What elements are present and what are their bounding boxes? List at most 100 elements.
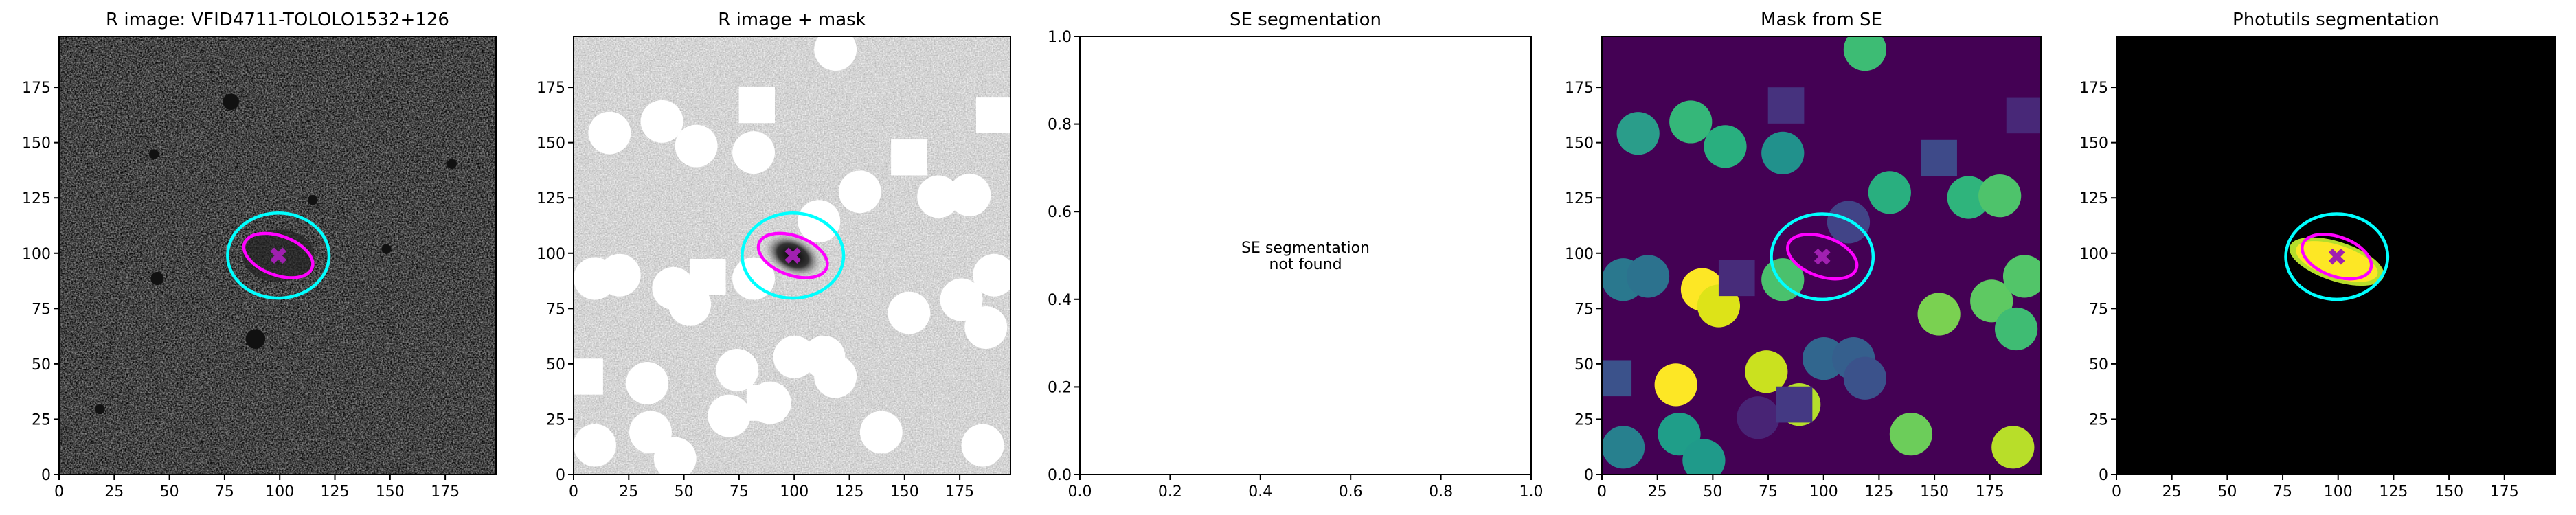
mask-region — [626, 362, 669, 404]
panel: Photutils segmentation 0 25 50 75 100 125 150 17… — [2079, 10, 2556, 501]
mask-region — [773, 335, 816, 378]
mask-region — [716, 348, 759, 391]
mask-region — [1682, 439, 1726, 474]
star — [308, 195, 318, 205]
segment — [2296, 241, 2378, 282]
mask-region — [1745, 350, 1788, 393]
mask-region — [574, 424, 616, 467]
mask-region — [1602, 426, 1645, 469]
y-tick-label: 0.6 — [1048, 204, 1072, 221]
mask-region — [940, 278, 983, 321]
x-tick-label: 25 — [1648, 483, 1667, 501]
x-tick-label: 25 — [2162, 483, 2182, 501]
x-tick-label: 150 — [1920, 483, 1949, 501]
mask-region — [1970, 279, 2013, 323]
y-tick-label: 150 — [2079, 135, 2108, 152]
mask-region — [973, 253, 1010, 297]
mask-region — [1921, 139, 1957, 176]
axes-frame — [2116, 36, 2556, 475]
y-tick-label: 100 — [536, 246, 565, 263]
y-tick-label: 75 — [32, 301, 51, 318]
panel: SE segmentation not found SE segmentation 0… — [1048, 10, 1544, 501]
y-tick-label: 25 — [546, 411, 565, 428]
mask-region — [964, 306, 1008, 349]
y-tick-label: 0 — [556, 467, 565, 484]
cyan-ellipse — [1770, 212, 1875, 301]
mask-region — [1669, 100, 1713, 144]
mask-region — [640, 100, 683, 143]
mask-region — [1843, 356, 1887, 400]
image — [59, 36, 496, 474]
cyan-ellipse — [226, 211, 331, 300]
mask-region — [859, 411, 903, 454]
center-marker — [784, 247, 802, 264]
mask-region — [891, 139, 927, 176]
y-tick-label: 150 — [1565, 135, 1594, 152]
mask-region — [1868, 171, 1911, 214]
x-tick-label: 175 — [945, 483, 974, 501]
mask-region — [675, 124, 718, 168]
mask-region — [1654, 363, 1697, 407]
mask-region — [738, 87, 775, 124]
mask-region — [1616, 112, 1660, 155]
mask-region — [798, 200, 841, 243]
mask-region — [1704, 125, 1747, 168]
y-tick-label: 100 — [1565, 246, 1594, 263]
mask-region — [708, 394, 751, 437]
y-tick-label: 175 — [1565, 80, 1594, 97]
image — [2116, 36, 2555, 474]
x-tick-label: 0.8 — [1429, 483, 1453, 501]
x-tick-label: 1.0 — [1519, 483, 1544, 501]
panel: R image + mask 0 25 50 75 100 125 150 175 0 25 50 75… — [536, 10, 1011, 501]
y-tick-label: 0 — [1584, 467, 1594, 484]
x-tick-label: 125 — [321, 483, 350, 501]
x-tick-label: 25 — [104, 483, 124, 501]
x-tick-label: 150 — [2434, 483, 2463, 501]
y-tick-label: 0.8 — [1048, 117, 1072, 134]
x-tick-label: 50 — [160, 483, 179, 501]
x-tick-label: 100 — [1809, 483, 1838, 501]
x-tick-label: 0 — [569, 483, 578, 501]
x-tick-label: 75 — [1759, 483, 1778, 501]
star — [245, 329, 266, 349]
magenta-ellipse — [242, 231, 315, 279]
cyan-ellipse — [2284, 212, 2390, 301]
y-tick-label: 100 — [2079, 246, 2108, 263]
mask-region — [732, 131, 775, 174]
x-tick-label: 100 — [2324, 483, 2353, 501]
mask-region — [838, 170, 881, 214]
mask-region — [1889, 413, 1933, 456]
panel: R image: VFID4711-TOLOLO1532+126 0 25 50 75 1… — [22, 10, 497, 501]
x-tick-label: 0.2 — [1158, 483, 1182, 501]
image — [1602, 36, 2041, 474]
y-tick-label: 1.0 — [1048, 29, 1072, 46]
mask-region — [975, 97, 1010, 133]
magenta-ellipse — [756, 231, 829, 279]
mask-region — [1843, 36, 1887, 71]
x-tick-label: 125 — [835, 483, 864, 501]
y-tick-label: 0.4 — [1048, 292, 1072, 309]
mask-region — [814, 355, 857, 398]
y-tick-label: 0.0 — [1048, 467, 1072, 484]
annotation: SE segmentation not found — [1241, 240, 1370, 273]
mask-region — [1602, 360, 1632, 397]
panel-title: Photutils segmentation — [2233, 10, 2439, 30]
x-tick-label: 100 — [265, 483, 294, 501]
y-tick-label: 125 — [536, 190, 565, 207]
y-tick-label: 175 — [22, 80, 51, 97]
y-tick-label: 150 — [536, 135, 565, 152]
x-tick-label: 75 — [730, 483, 749, 501]
axes-frame — [1079, 36, 1532, 475]
mask-region — [2002, 255, 2041, 298]
mask-region — [1776, 386, 1813, 423]
x-tick-label: 175 — [1976, 483, 2004, 501]
y-tick-label: 175 — [536, 80, 565, 97]
mask-region — [1991, 426, 2035, 469]
star — [150, 272, 164, 286]
mask-region — [1827, 201, 1871, 244]
y-tick-label: 50 — [1574, 356, 1594, 374]
mask-region — [747, 385, 783, 421]
x-tick-label: 150 — [890, 483, 919, 501]
y-tick-label: 0.2 — [1048, 379, 1072, 396]
cyan-ellipse — [741, 211, 846, 300]
